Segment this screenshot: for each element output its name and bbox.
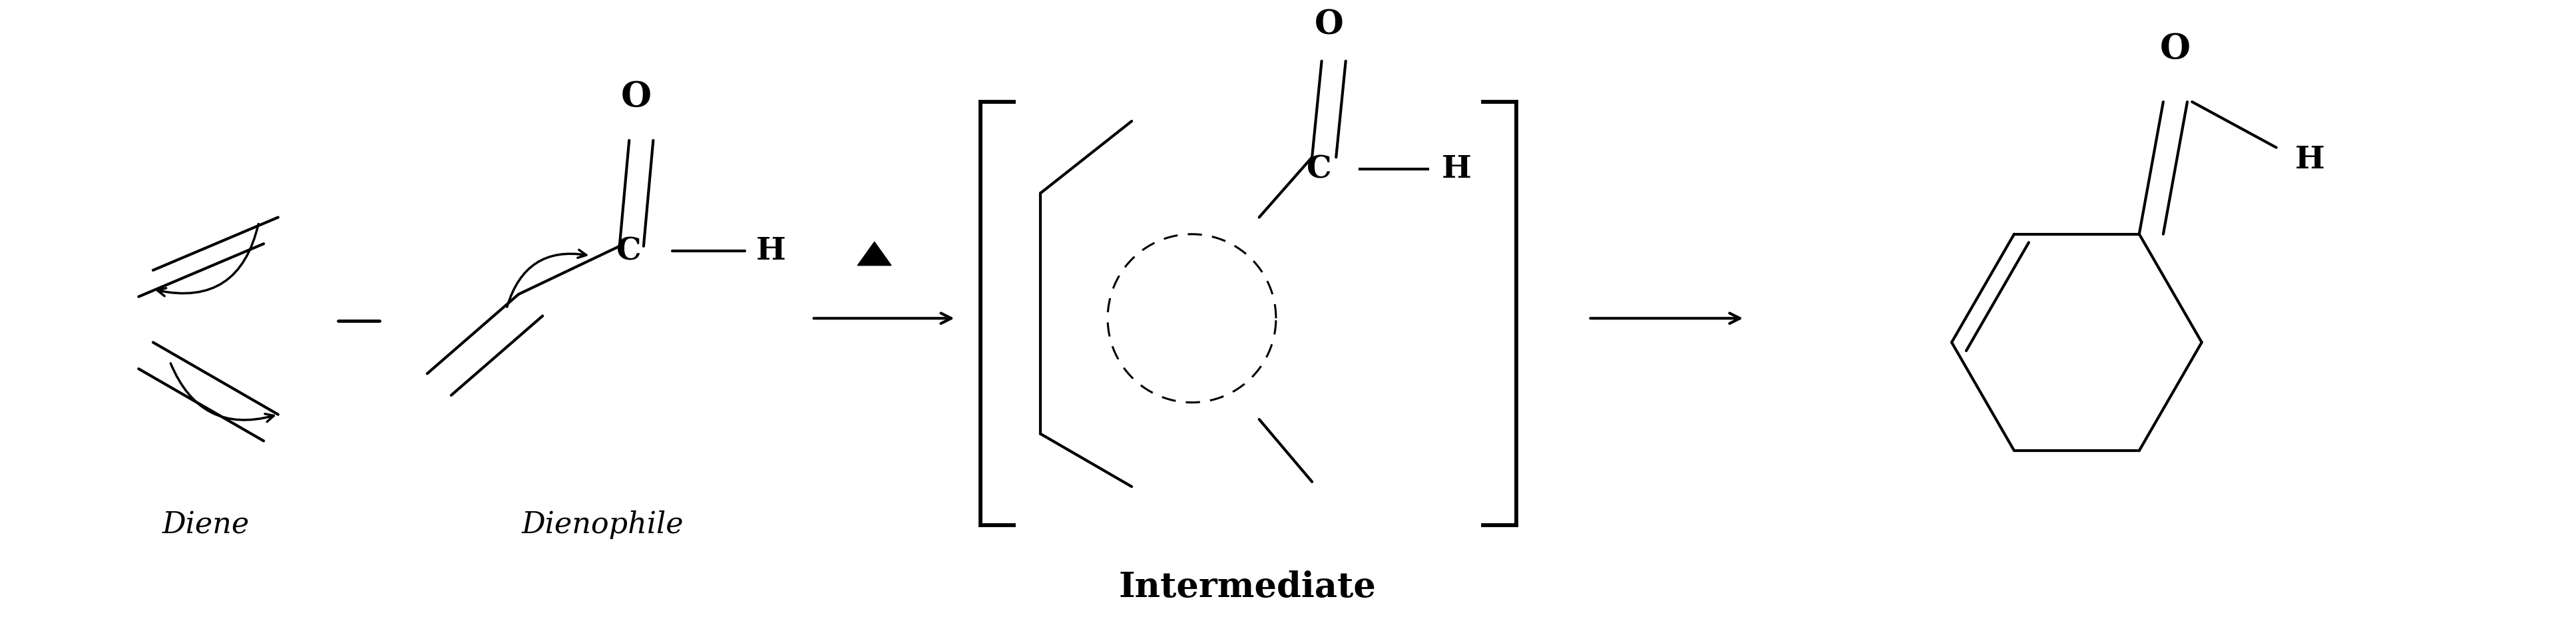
FancyArrowPatch shape xyxy=(170,363,273,422)
Text: H: H xyxy=(2295,144,2324,175)
Text: O: O xyxy=(2159,32,2190,66)
FancyArrowPatch shape xyxy=(507,250,587,307)
Polygon shape xyxy=(858,242,891,265)
Text: H: H xyxy=(757,236,786,266)
Text: O: O xyxy=(1314,9,1345,41)
Text: C: C xyxy=(616,236,641,266)
Text: Diene: Diene xyxy=(162,511,250,539)
Text: Dienophile: Dienophile xyxy=(520,511,683,539)
Text: C: C xyxy=(1306,154,1332,184)
FancyArrowPatch shape xyxy=(157,224,258,296)
Text: O: O xyxy=(621,80,652,114)
Text: Intermediate: Intermediate xyxy=(1118,571,1376,604)
Text: H: H xyxy=(1443,154,1471,184)
